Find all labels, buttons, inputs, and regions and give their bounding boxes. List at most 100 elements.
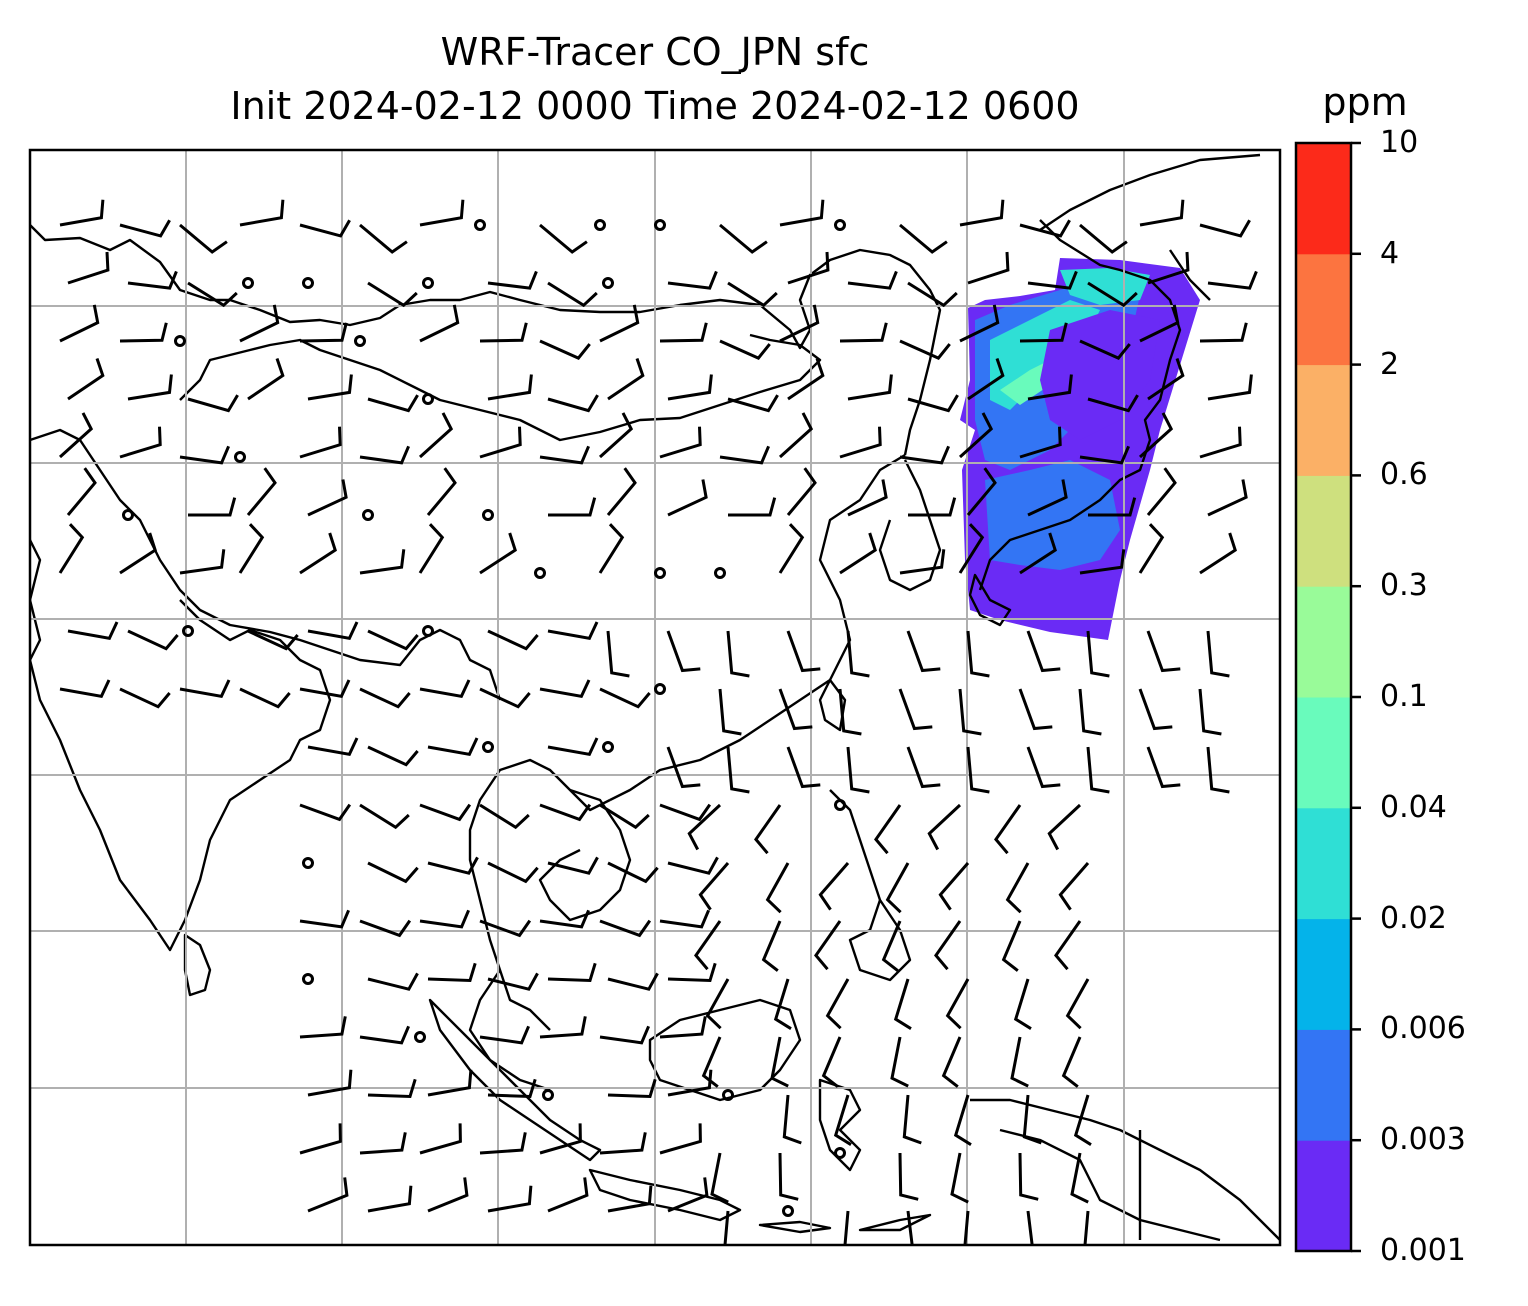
wind-barb bbox=[119, 532, 157, 575]
wind-barb bbox=[727, 281, 778, 308]
colorbar-tick-label: 4 bbox=[1380, 235, 1400, 271]
wind-barb bbox=[846, 630, 870, 678]
wind-barb bbox=[487, 270, 538, 290]
wind-barb bbox=[779, 199, 825, 227]
wind-barb bbox=[967, 358, 1005, 401]
wind-barb bbox=[539, 679, 591, 698]
plume-mid bbox=[985, 460, 1120, 570]
wind-barb bbox=[179, 445, 230, 465]
colorbar bbox=[1296, 141, 1361, 1253]
wind-barb bbox=[419, 803, 472, 822]
wind-barb bbox=[479, 687, 531, 709]
wind-barb bbox=[659, 1016, 707, 1039]
colorbar-tick-label: 0.003 bbox=[1380, 1122, 1466, 1158]
wind-barb bbox=[479, 532, 517, 575]
wind-barb bbox=[239, 304, 280, 343]
wind-barb bbox=[1019, 426, 1062, 459]
colorbar-tick-label: 10 bbox=[1380, 125, 1419, 160]
wind-barb bbox=[1086, 746, 1110, 794]
wind-barb bbox=[893, 978, 912, 1030]
wind-barb-calm bbox=[834, 799, 846, 811]
wind-barb-calm bbox=[414, 1031, 426, 1043]
wind-barb bbox=[1146, 746, 1181, 789]
coast-eurasia-north bbox=[30, 224, 942, 456]
wind-barb bbox=[825, 978, 850, 1030]
wind-barb bbox=[247, 358, 285, 401]
wind-barb bbox=[419, 679, 471, 698]
wind-barb bbox=[1019, 219, 1071, 238]
wind-barb-calm bbox=[602, 277, 614, 289]
wind-barb bbox=[479, 803, 530, 830]
wind-barb bbox=[723, 1210, 730, 1245]
wind-barb bbox=[705, 978, 730, 1030]
coast-taiwan bbox=[818, 678, 847, 732]
wind-barb bbox=[694, 920, 722, 971]
wind-barb bbox=[367, 972, 419, 991]
wind-barb bbox=[547, 1177, 589, 1213]
wind-barb bbox=[539, 909, 590, 929]
wind-barb bbox=[698, 862, 730, 911]
wind-barb-calm bbox=[534, 567, 546, 579]
wind-barb bbox=[427, 856, 479, 875]
wind-barb bbox=[927, 803, 962, 851]
wind-barb bbox=[598, 523, 625, 574]
wind-barb bbox=[906, 746, 941, 789]
wind-barb bbox=[127, 374, 173, 401]
wind-barb bbox=[843, 1210, 850, 1245]
wind-barb bbox=[778, 1152, 799, 1201]
wind-barb bbox=[1206, 630, 1230, 678]
gridlines bbox=[30, 150, 1280, 1245]
wind-barb-calm bbox=[302, 857, 314, 869]
wind-barb bbox=[367, 745, 419, 767]
wind-barb bbox=[1070, 1152, 1089, 1204]
wind-barb bbox=[607, 1078, 657, 1099]
wind-barb bbox=[1026, 630, 1061, 673]
wind-barb bbox=[1138, 688, 1173, 731]
wind-barb bbox=[359, 549, 406, 575]
wind-barb bbox=[238, 523, 265, 574]
wind-barb bbox=[839, 322, 888, 343]
wind-barb bbox=[607, 1185, 653, 1213]
wind-barb bbox=[359, 1132, 407, 1155]
wind-barb-calm bbox=[234, 451, 246, 463]
colorbar-segment bbox=[1296, 1029, 1351, 1141]
colorbar-segment bbox=[1296, 364, 1351, 476]
colorbar-tick-label: 0.6 bbox=[1380, 457, 1428, 493]
coast-borneo bbox=[648, 998, 802, 1102]
wind-barb bbox=[899, 445, 950, 465]
wind-barb bbox=[1073, 1094, 1092, 1146]
wind-barb bbox=[487, 861, 539, 884]
wind-barb bbox=[599, 803, 650, 830]
wind-barb bbox=[1079, 445, 1130, 465]
wind-barb bbox=[667, 962, 717, 983]
wind-barb bbox=[548, 497, 597, 517]
wind-barb bbox=[667, 479, 708, 517]
wind-barb bbox=[547, 394, 599, 413]
wind-barb-calm bbox=[722, 1089, 734, 1101]
wind-barb bbox=[941, 1036, 962, 1088]
wind-barb bbox=[1019, 322, 1068, 343]
wind-barb bbox=[179, 549, 226, 575]
wind-barb bbox=[1054, 920, 1082, 971]
wind-barb bbox=[58, 523, 85, 574]
coast-sulawesi bbox=[818, 1078, 862, 1172]
wind-barb bbox=[718, 688, 742, 736]
wind-barb-calm bbox=[422, 393, 434, 405]
wind-barb bbox=[299, 679, 351, 698]
wind-barb bbox=[959, 199, 1005, 227]
wind-barb bbox=[299, 426, 342, 459]
wind-barb bbox=[299, 1016, 347, 1039]
coast-indochina bbox=[538, 788, 632, 922]
wind-barb bbox=[687, 803, 722, 851]
wind-barb bbox=[547, 962, 597, 983]
wind-barb bbox=[1207, 479, 1248, 517]
wind-barb bbox=[119, 426, 162, 459]
wind-barb-calm bbox=[482, 509, 494, 521]
wind-barb bbox=[1001, 920, 1022, 972]
wind-barb-calm bbox=[174, 335, 186, 347]
wind-barb bbox=[667, 1177, 709, 1213]
wind-barb bbox=[119, 322, 168, 343]
wind-barb bbox=[187, 281, 238, 308]
wind-barb bbox=[659, 426, 702, 459]
wind-barb bbox=[958, 688, 982, 736]
